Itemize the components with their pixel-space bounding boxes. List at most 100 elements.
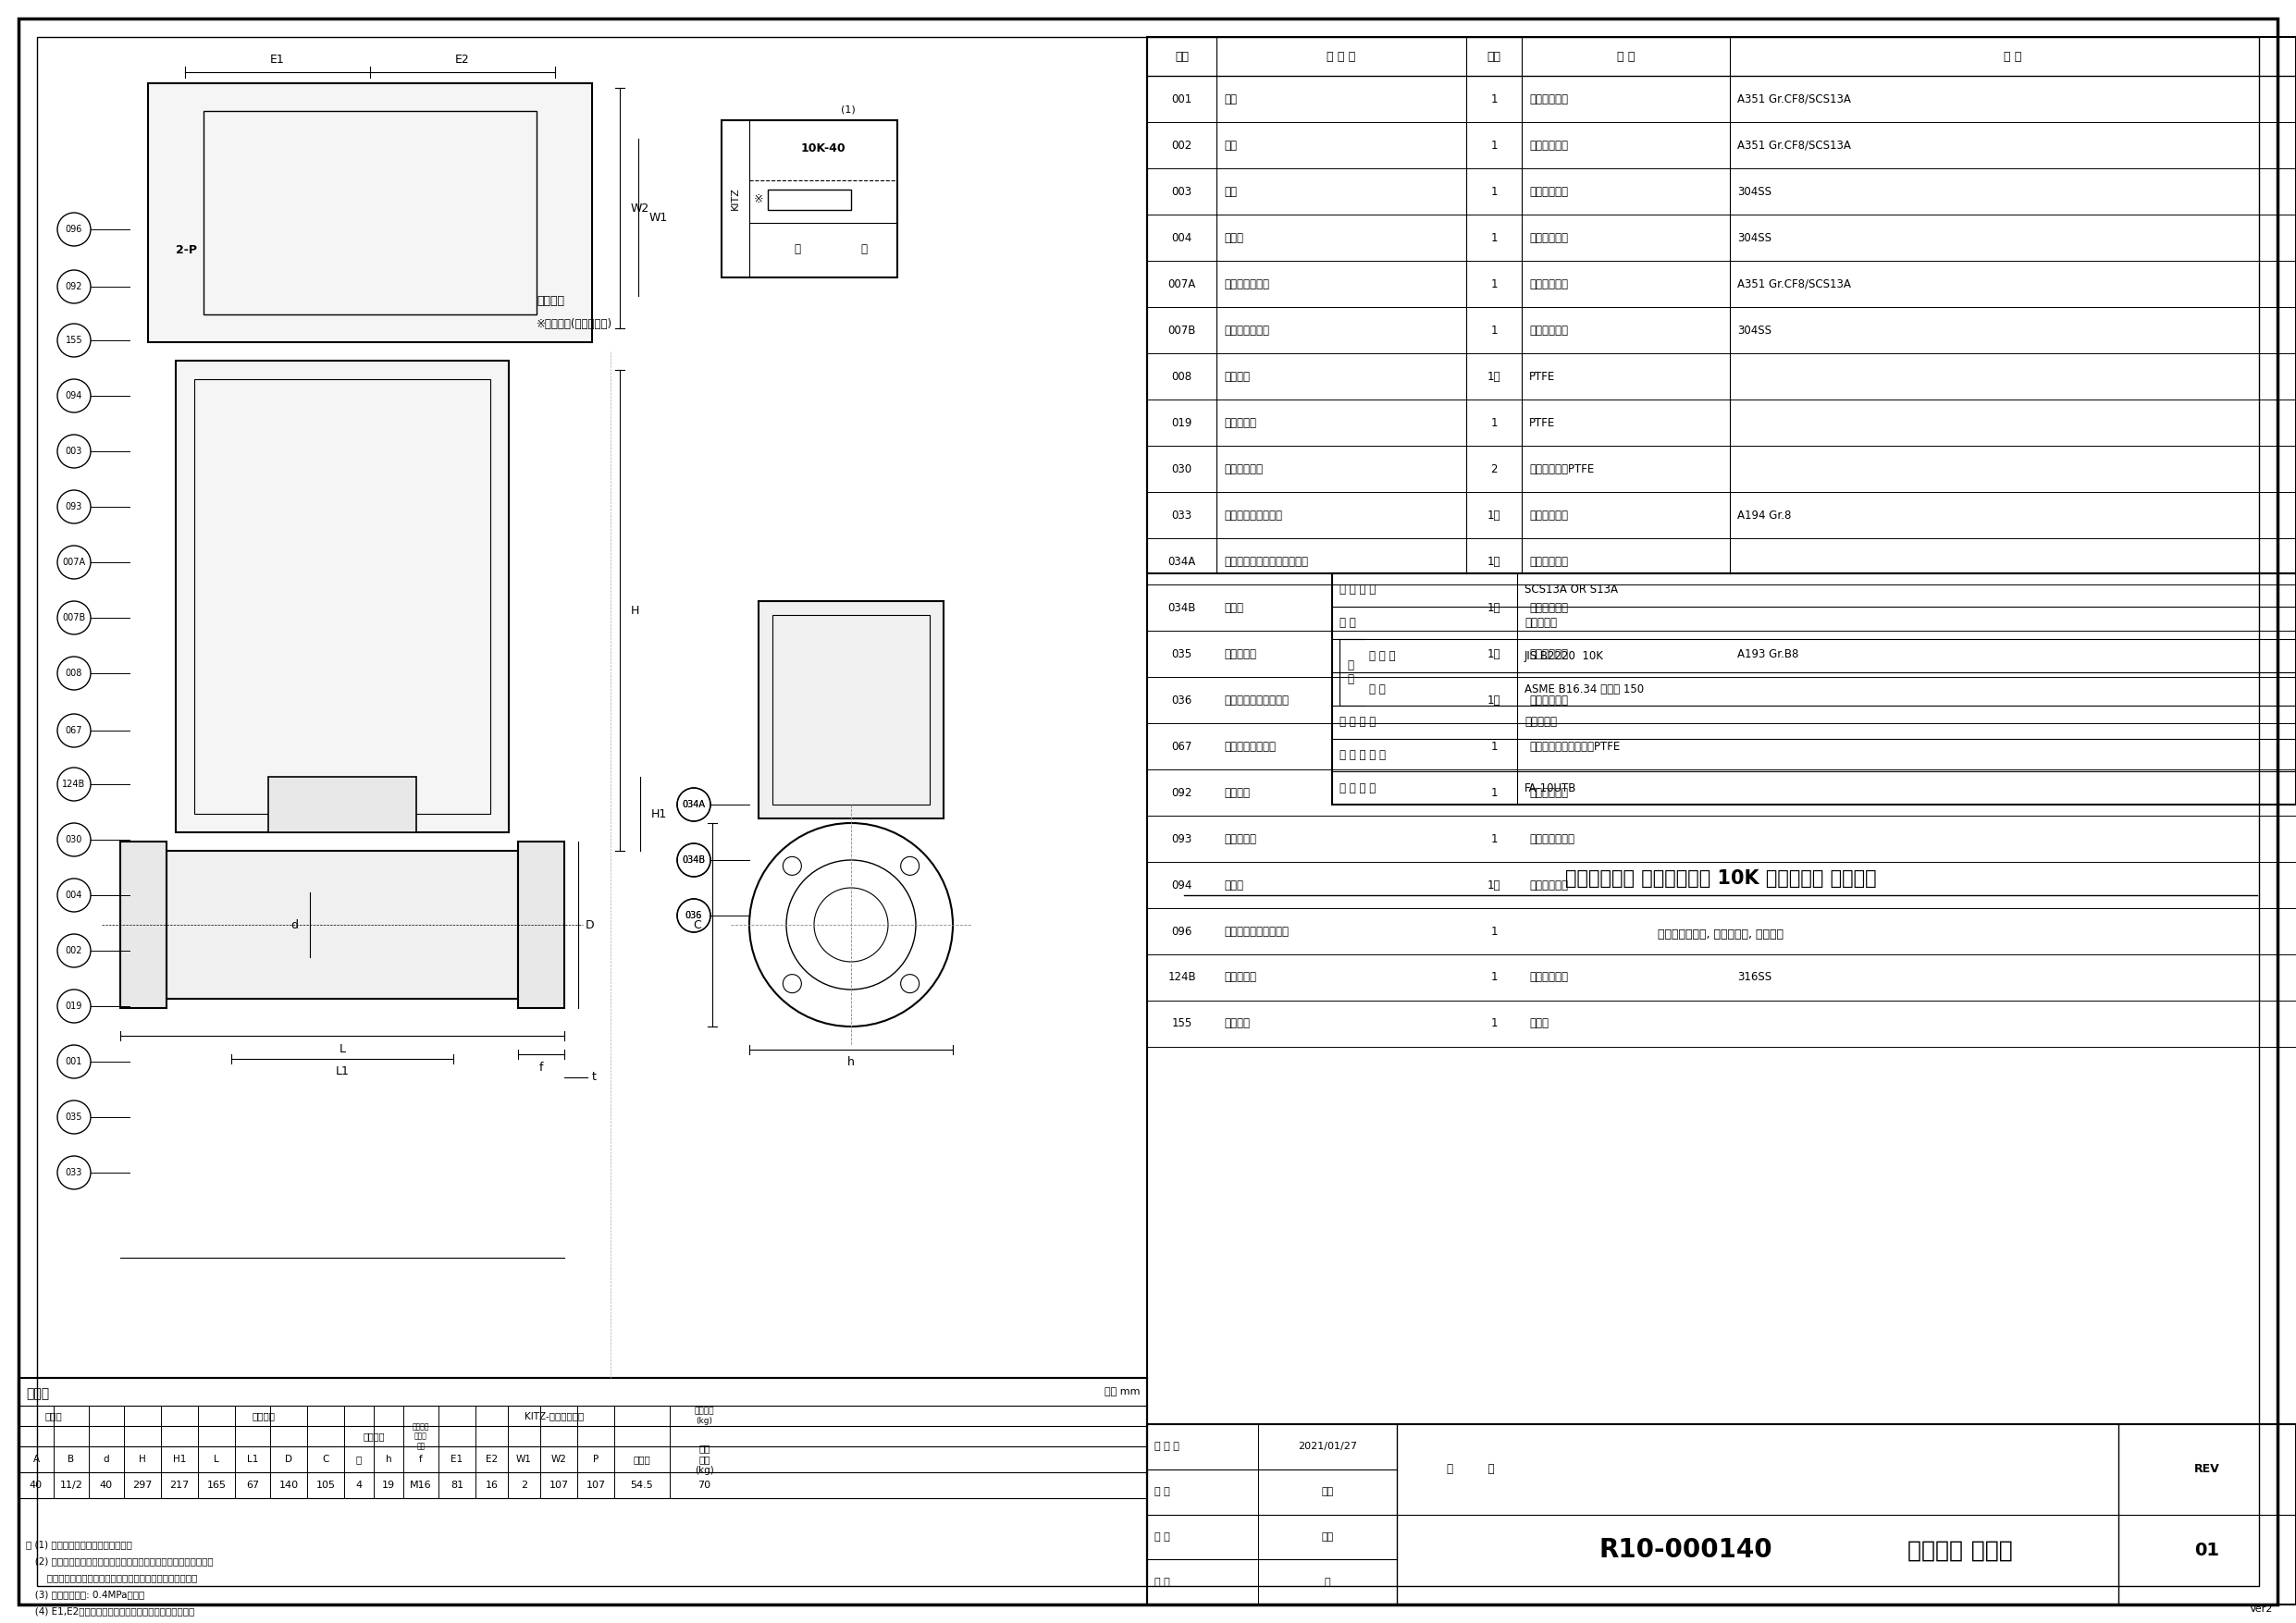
Text: 規
格: 規 格 [1348,659,1355,685]
Text: 1: 1 [1490,278,1497,291]
Text: 1: 1 [1490,1018,1497,1029]
Text: 11/2: 11/2 [60,1480,83,1490]
Text: R10-000140: R10-000140 [1598,1537,1773,1563]
Text: ふたボルト: ふたボルト [1224,648,1256,661]
Text: 034B: 034B [1169,602,1196,613]
Bar [519,842,565,1008]
Text: 092: 092 [67,282,83,291]
Text: 弁棒: 弁棒 [1224,185,1238,198]
Text: (3) 操作空気圧力: 0.4MPa標準。: (3) 操作空気圧力: 0.4MPa標準。 [25,1589,145,1599]
Text: ステンレス鉱: ステンレス鉱 [1529,602,1568,613]
Text: 096: 096 [1171,925,1192,936]
Text: E1: E1 [450,1454,464,1464]
Bar [1148,37,2296,573]
Text: W2: W2 [551,1454,567,1464]
Text: 40: 40 [30,1480,44,1490]
Text: パッキン: パッキン [1224,370,1249,383]
Text: 1: 1 [1490,185,1497,198]
Text: 操作機: 操作機 [634,1454,650,1464]
Text: 094: 094 [1171,880,1192,891]
Text: 81: 81 [450,1480,464,1490]
Text: 1: 1 [1490,833,1497,846]
Text: 007A: 007A [62,558,85,566]
Text: h: h [386,1454,393,1464]
Text: PTFE: PTFE [1529,370,1554,383]
Text: 部番: 部番 [1176,50,1189,62]
Text: W1: W1 [650,211,668,224]
Text: 034A: 034A [682,800,705,810]
Text: W2: W2 [631,203,650,214]
Text: ボルト穴: ボルト穴 [363,1431,386,1441]
Text: ボール: ボール [1224,232,1242,243]
Text: パッキン押さえ: パッキン押さえ [1224,325,1270,336]
Bar [269,777,416,833]
Text: 124B: 124B [62,779,85,789]
Text: (2) 尺法表の値に直接影鿹しない形状変化、およびバルブ配管時に: (2) 尺法表の値に直接影鿹しない形状変化、およびバルブ配管時に [25,1556,214,1566]
Text: 2: 2 [521,1480,528,1490]
Text: 尺寫表: 尺寫表 [25,1388,48,1401]
Text: 16: 16 [484,1480,498,1490]
Text: ※材料表示(表題欄参照): ※材料表示(表題欄参照) [537,318,613,329]
Text: M16: M16 [411,1480,432,1490]
Text: 裏: 裏 [861,243,868,255]
Text: 数: 数 [356,1454,363,1464]
Text: 035: 035 [67,1112,83,1121]
Text: 呼び径: 呼び径 [46,1412,62,1420]
Text: ボールシート: ボールシート [1224,463,1263,476]
Text: 概略質量
(kg): 概略質量 (kg) [693,1407,714,1425]
Text: 1組: 1組 [1488,555,1502,568]
Text: 093: 093 [1171,833,1192,846]
Text: 67: 67 [246,1480,259,1490]
Text: E2: E2 [484,1454,498,1464]
Text: W1: W1 [517,1454,533,1464]
Text: 検 図: 検 図 [1155,1532,1171,1542]
Text: H: H [631,604,641,617]
Text: 2021/01/27: 2021/01/27 [1297,1443,1357,1451]
Text: 304SS: 304SS [1738,185,1773,198]
Text: ステンレス鉱: ステンレス鉱 [1529,278,1568,291]
Text: 70: 70 [698,1480,712,1490]
Text: SCS13A OR S13A: SCS13A OR S13A [1525,584,1619,596]
Text: Ver2: Ver2 [2250,1605,2273,1613]
Text: 140: 140 [278,1480,298,1490]
Text: H: H [138,1454,147,1464]
Text: ステンレス鉱: ステンレス鉱 [1529,695,1568,706]
Text: f: f [540,1061,544,1073]
Text: D: D [285,1454,292,1464]
Text: L: L [340,1042,344,1055]
Text: L: L [214,1454,218,1464]
Text: キッツ標準: キッツ標準 [1525,716,1557,729]
Text: 54.5: 54.5 [631,1480,654,1490]
Text: 002: 002 [67,946,83,956]
Text: 空気圧操作式 ステンレス鉱 10K フランジ形 ボール弁: 空気圧操作式 ステンレス鉱 10K フランジ形 ボール弁 [1566,870,1876,888]
Text: JIS B2220  10K: JIS B2220 10K [1525,649,1605,662]
Text: (1): (1) [840,104,856,114]
Text: パッキン押さえボルト: パッキン押さえボルト [1224,695,1288,706]
Text: 1: 1 [1490,787,1497,799]
Text: 01: 01 [2195,1542,2220,1560]
Text: ナット: ナット [1224,602,1242,613]
Text: 067: 067 [67,725,83,735]
Text: KITZ-アクチェータ: KITZ-アクチェータ [523,1412,583,1420]
Text: ハイパタイトPTFE: ハイパタイトPTFE [1529,463,1593,476]
Text: 001: 001 [67,1057,83,1066]
Text: D: D [585,919,595,932]
Text: 304SS: 304SS [1738,232,1773,243]
Text: ボルトの
ねじの
呼び: ボルトの ねじの 呼び [413,1422,429,1449]
Text: 007B: 007B [1169,325,1196,336]
Text: 個数: 個数 [1488,50,1502,62]
Text: L1: L1 [335,1066,349,1078]
Text: 本体表示: 本体表示 [537,294,565,307]
Text: ステンレス鉱: ステンレス鉱 [1529,93,1568,105]
Text: 019: 019 [1171,417,1192,428]
Text: 003: 003 [1171,185,1192,198]
Text: フランジ: フランジ [253,1412,276,1420]
Text: ステンレス鉱: ステンレス鉱 [1529,510,1568,521]
Text: 承 認: 承 認 [1155,1487,1171,1496]
Text: L1: L1 [246,1454,257,1464]
Text: 034A: 034A [1169,555,1196,568]
Text: 10K-40: 10K-40 [801,143,845,154]
Text: 304SS: 304SS [1738,325,1773,336]
Text: A194 Gr.8: A194 Gr.8 [1738,510,1791,521]
Text: 1組: 1組 [1488,602,1502,613]
